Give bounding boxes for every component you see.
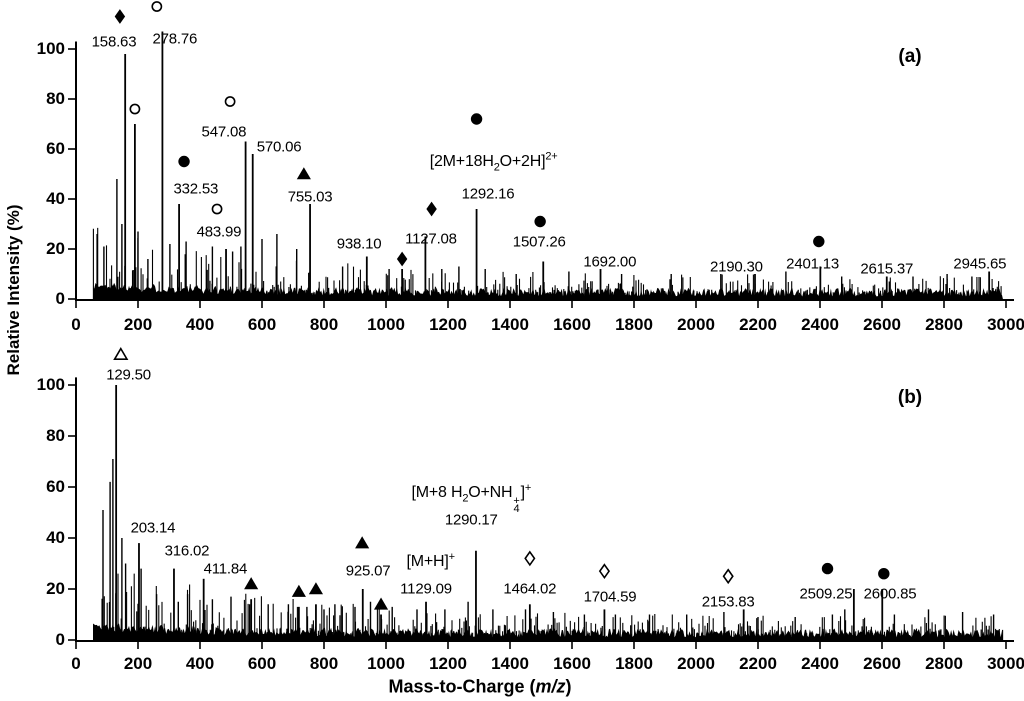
filled-diamond-marker (114, 9, 126, 24)
filled-diamond-marker (396, 251, 408, 267)
open-diamond-marker (722, 568, 734, 585)
panel-b-noise-spikes (97, 573, 1004, 640)
filled-circle-marker (534, 215, 546, 228)
panel-b-minor-peaks (102, 459, 995, 640)
x-axis-title-mz-italic: m/z (535, 676, 566, 697)
filled-triangle-marker (373, 597, 389, 610)
filled-circle-marker (878, 568, 890, 580)
filled-circle-marker (813, 235, 825, 248)
panel-a-minor-peaks (96, 179, 973, 299)
filled-circle-marker (178, 155, 190, 168)
panel-a-noise-band (93, 282, 1003, 299)
open-circle-marker (151, 1, 163, 12)
filled-circle-marker (821, 562, 834, 575)
filled-triangle-marker (355, 536, 370, 549)
filled-circle-marker (470, 113, 483, 125)
panel-a-noise-spikes (92, 227, 1002, 299)
x-axis-title: Mass-to-Charge (m/z) (388, 677, 571, 698)
open-circle-marker (211, 203, 223, 215)
panel-b-label: (b) (897, 387, 923, 408)
panel-a-label: (a) (898, 46, 922, 67)
x-axis-title-pre: Mass-to-Charge ( (388, 676, 536, 697)
x-axis-title-post: ) (565, 676, 572, 697)
open-diamond-marker (598, 563, 611, 580)
filled-triangle-marker (296, 167, 311, 180)
filled-diamond-marker (426, 201, 437, 217)
filled-triangle-marker (291, 584, 306, 597)
open-triangle-marker (113, 347, 129, 360)
open-circle-marker (129, 103, 141, 115)
filled-triangle-marker (308, 582, 324, 595)
filled-triangle-marker (244, 577, 259, 590)
y-axis-title: Relative Intensity (%) (4, 204, 23, 376)
open-circle-marker (224, 96, 236, 107)
open-diamond-marker (524, 550, 536, 567)
